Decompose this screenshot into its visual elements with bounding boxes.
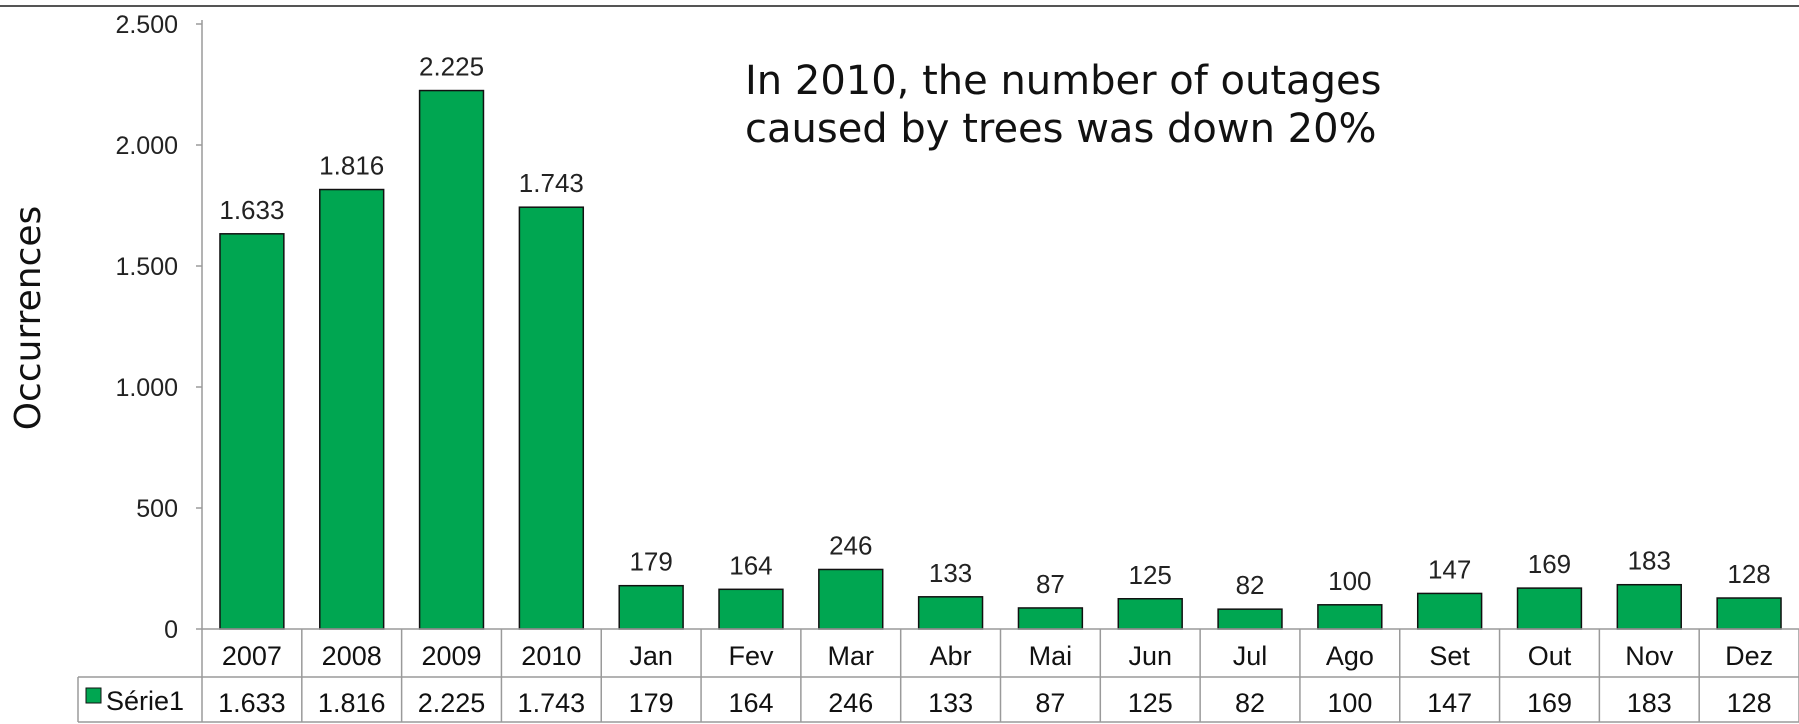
table-value: 183 bbox=[1627, 688, 1672, 718]
table-value: 128 bbox=[1727, 688, 1772, 718]
data-label: 183 bbox=[1628, 546, 1671, 576]
x-tick-label: Mar bbox=[828, 641, 875, 671]
x-tick-label: Mai bbox=[1029, 641, 1073, 671]
table-value: 2.225 bbox=[418, 688, 486, 718]
x-tick-label: Out bbox=[1528, 641, 1572, 671]
data-label: 1.633 bbox=[219, 195, 284, 225]
table-value: 179 bbox=[629, 688, 674, 718]
bar bbox=[1616, 583, 1682, 630]
table-value: 125 bbox=[1128, 688, 1173, 718]
table-value: 100 bbox=[1327, 688, 1372, 718]
data-label: 1.743 bbox=[519, 168, 584, 198]
x-tick-label: Jul bbox=[1233, 641, 1268, 671]
table-value: 1.816 bbox=[318, 688, 386, 718]
data-label: 87 bbox=[1036, 569, 1065, 599]
bar bbox=[1317, 604, 1383, 630]
data-label: 125 bbox=[1129, 560, 1172, 590]
x-tick-label: Set bbox=[1429, 641, 1470, 671]
legend-swatch bbox=[85, 687, 102, 704]
x-tick-label: Nov bbox=[1625, 641, 1674, 671]
x-tick-label: Abr bbox=[930, 641, 972, 671]
bar bbox=[1217, 608, 1283, 630]
y-tick-label: 0 bbox=[164, 616, 178, 644]
data-label: 147 bbox=[1428, 554, 1471, 584]
annotation-line-2: caused by trees was down 20% bbox=[745, 106, 1377, 152]
bar bbox=[1516, 587, 1583, 630]
data-label: 100 bbox=[1328, 566, 1371, 596]
legend-label: Série1 bbox=[106, 686, 184, 716]
y-tick-label: 2.500 bbox=[115, 11, 178, 39]
data-label: 164 bbox=[729, 550, 772, 580]
x-tick-label: Dez bbox=[1725, 641, 1773, 671]
table-value: 82 bbox=[1235, 688, 1265, 718]
data-label: 169 bbox=[1528, 549, 1571, 579]
bar bbox=[1716, 597, 1782, 630]
table-value: 246 bbox=[828, 688, 873, 718]
data-label: 128 bbox=[1727, 559, 1770, 589]
bar bbox=[1017, 607, 1084, 630]
y-tick-label: 2.000 bbox=[115, 132, 178, 160]
bars: 1.633 1.816 2.225 1.743 179 164 246 133 87 125 82 1… bbox=[219, 52, 1782, 630]
bar bbox=[618, 584, 684, 630]
x-tick-label: Jun bbox=[1128, 641, 1172, 671]
bar bbox=[818, 568, 884, 630]
table-value: 147 bbox=[1427, 688, 1472, 718]
data-label: 133 bbox=[929, 558, 972, 588]
data-label: 82 bbox=[1236, 570, 1265, 600]
x-tick-label: 2010 bbox=[521, 641, 581, 671]
bar bbox=[1117, 598, 1183, 630]
data-label: 246 bbox=[829, 530, 872, 560]
x-tick-label: 2007 bbox=[222, 641, 282, 671]
x-tick-label: 2009 bbox=[421, 641, 481, 671]
bar bbox=[917, 596, 984, 630]
y-axis: 0 500 1.000 1.500 2.000 2.500 bbox=[115, 11, 203, 644]
bar bbox=[319, 188, 385, 630]
table-value: 1.633 bbox=[218, 688, 286, 718]
x-tick-label: Fev bbox=[728, 641, 774, 671]
y-tick-label: 500 bbox=[136, 495, 178, 523]
annotation-line-1: In 2010, the number of outages bbox=[745, 58, 1381, 104]
data-table: 2007 1.633 2008 1.816 2009 2.225 2010 1.743 Jan 1… bbox=[77, 628, 1799, 723]
bar bbox=[418, 89, 485, 630]
y-axis-label: Occurrences bbox=[8, 206, 49, 431]
bar bbox=[219, 233, 285, 630]
data-label: 1.816 bbox=[319, 151, 384, 181]
bar bbox=[1416, 592, 1483, 630]
y-tick-label: 1.000 bbox=[115, 374, 178, 402]
x-tick-label: Jan bbox=[629, 641, 673, 671]
bar bbox=[718, 588, 784, 630]
table-value: 133 bbox=[928, 688, 973, 718]
bar bbox=[518, 206, 585, 630]
x-tick-label: 2008 bbox=[322, 641, 382, 671]
table-value: 87 bbox=[1035, 688, 1065, 718]
table-value: 1.743 bbox=[518, 688, 586, 718]
table-value: 169 bbox=[1527, 688, 1572, 718]
x-tick-label: Ago bbox=[1326, 641, 1374, 671]
data-label: 179 bbox=[629, 547, 672, 577]
data-label: 2.225 bbox=[419, 52, 484, 82]
y-tick-label: 1.500 bbox=[115, 253, 178, 281]
table-value: 164 bbox=[728, 688, 773, 718]
